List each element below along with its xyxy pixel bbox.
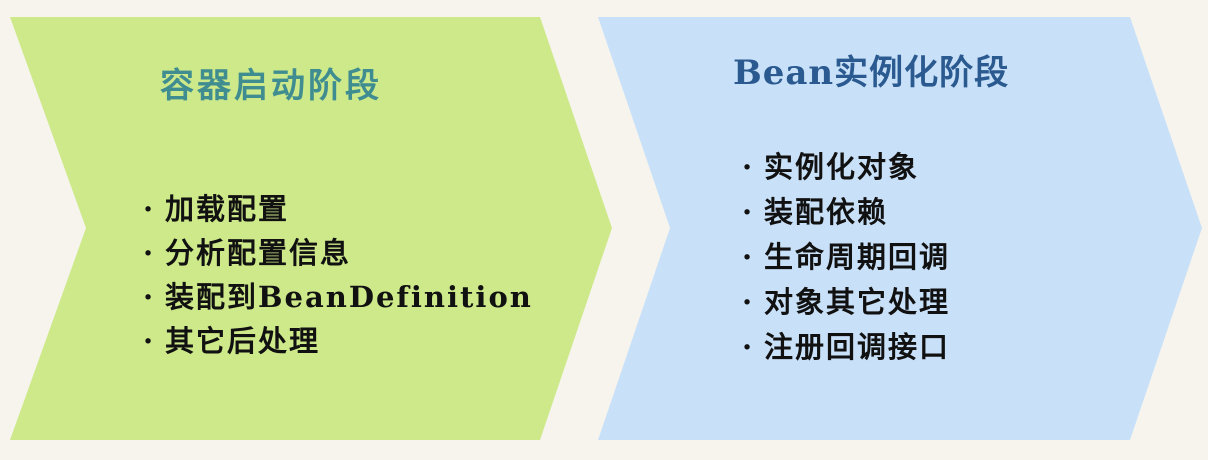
bullet: · [143, 192, 154, 226]
list-item-label: 对象其它处理 [764, 285, 951, 319]
list-item-label: 装配依赖 [764, 195, 889, 229]
list-item: · 生命周期回调 [742, 235, 950, 280]
bullet: · [742, 240, 753, 274]
list-item-label: 装配到BeanDefinition [165, 280, 533, 314]
right-stage-chevron [598, 17, 1202, 440]
list-item: · 装配依赖 [742, 190, 950, 235]
bullet: · [742, 150, 753, 184]
bullet: · [143, 280, 154, 314]
list-item-label: 实例化对象 [764, 150, 920, 184]
bullet: · [143, 324, 154, 358]
list-item-label: 分析配置信息 [165, 236, 352, 270]
left-stage-chevron [10, 17, 612, 440]
list-item: · 对象其它处理 [742, 280, 950, 325]
list-item: · 注册回调接口 [742, 325, 950, 370]
left-stage-title: 容器启动阶段 [160, 66, 382, 106]
list-item-label: 加载配置 [165, 192, 290, 226]
left-stage-list: · 加载配置 · 分析配置信息 · 装配到BeanDefinition · 其它后处理 [143, 187, 533, 363]
right-stage-list: · 实例化对象 · 装配依赖 · 生命周期回调 · 对象其它处理 · 注册回调接口 [742, 145, 950, 370]
bullet: · [742, 285, 753, 319]
list-item-label: 注册回调接口 [764, 330, 951, 364]
list-item: · 加载配置 [143, 187, 533, 231]
list-item: · 其它后处理 [143, 319, 533, 363]
bullet: · [742, 330, 753, 364]
list-item-label: 生命周期回调 [764, 240, 951, 274]
list-item: · 实例化对象 [742, 145, 950, 190]
bullet: · [143, 236, 154, 270]
right-stage-title: Bean实例化阶段 [733, 53, 1010, 93]
list-item: · 分析配置信息 [143, 231, 533, 275]
bullet: · [742, 195, 753, 229]
list-item: · 装配到BeanDefinition [143, 275, 533, 319]
list-item-label: 其它后处理 [165, 324, 321, 358]
